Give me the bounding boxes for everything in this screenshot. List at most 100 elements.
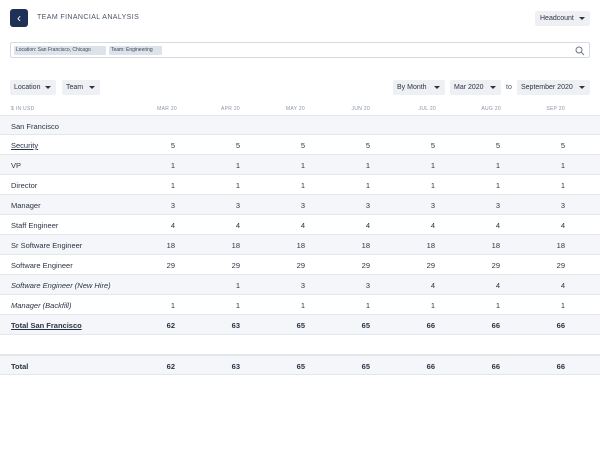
table-cell: 1 [300,301,305,310]
table-cell: 3 [300,201,305,210]
table-cell: 3 [560,201,565,210]
table-cell: 1 [170,161,175,170]
group-row: San Francisco [0,115,600,135]
table-row: Sr Software Engineer 18 18 18 18 18 18 18 [0,235,600,255]
granularity-dropdown[interactable]: By Month [393,80,445,95]
location-dropdown-label: Location [14,84,41,91]
column-header-month: JUL 20 [418,106,436,112]
table-row[interactable]: Security 5 5 5 5 5 5 5 [0,135,600,155]
back-button[interactable]: ‹ [10,9,28,27]
start-month-dropdown[interactable]: Mar 2020 [450,80,501,95]
column-header-month: JUN 20 [351,106,370,112]
table-cell: 1 [430,161,435,170]
table-cell: 1 [235,281,240,290]
table-cell: 18 [231,241,240,250]
spacer-row [0,335,600,355]
table-cell: 66 [491,321,500,330]
table-cell: 4 [365,221,370,230]
caret-down-icon [45,86,51,89]
search-input[interactable]: Location: San Francisco, Chicago Team: E… [10,42,590,58]
column-header-month: MAR 20 [157,106,177,112]
table-cell: 63 [231,321,240,330]
table-cell: 29 [426,261,435,270]
caret-down-icon [579,86,585,89]
row-label: VP [11,161,22,170]
table-row: Software Engineer 29 29 29 29 29 29 29 [0,255,600,275]
row-label: Software Engineer [11,261,73,270]
table-cell: 4 [560,281,565,290]
table-cell: 1 [430,181,435,190]
column-header-month: MAY 20 [285,106,305,112]
row-label: Director [11,181,38,190]
table-cell: 3 [365,281,370,290]
row-label[interactable]: Security [11,141,39,150]
unit-label: $ IN USD [11,106,35,112]
grand-total-cell: 66 [556,362,565,371]
table-cell: 5 [300,141,305,150]
location-dropdown[interactable]: Location [10,80,56,95]
end-month-dropdown[interactable]: September 2020 [517,80,590,95]
table-cell: 5 [170,141,175,150]
team-dropdown-label: Team [66,84,84,91]
top-bar: ‹ TEAM FINANCIAL ANALYSIS Headcount [0,0,600,36]
range-to-label: to [506,84,512,91]
table-cell: 4 [170,221,175,230]
table-cell: 1 [495,181,500,190]
grand-total-cell: 63 [231,362,240,371]
caret-down-icon [490,86,496,89]
table-cell: 18 [361,241,370,250]
subtotal-row[interactable]: Total San Francisco 62 63 65 65 66 66 66 [0,315,600,335]
row-label: Manager (Backfill) [11,301,72,310]
table-cell: 66 [426,321,435,330]
filter-chip-team[interactable]: Team: Engineering [109,46,162,55]
metric-dropdown[interactable]: Headcount [535,11,590,26]
table-cell: 29 [491,261,500,270]
page-title: TEAM FINANCIAL ANALYSIS [37,14,140,21]
table-cell: 1 [235,181,240,190]
team-dropdown[interactable]: Team [62,80,100,95]
table-row: Software Engineer (New Hire) 1 3 3 4 4 4 [0,275,600,295]
table-cell: 1 [365,161,370,170]
table-cell: 1 [365,181,370,190]
table-cell: 1 [560,301,565,310]
table-cell: 3 [170,201,175,210]
grand-total-row: Total 62 63 65 65 66 66 66 [0,355,600,375]
grand-total-cell: 66 [426,362,435,371]
table-cell: 29 [231,261,240,270]
granularity-dropdown-label: By Month [397,84,427,91]
row-label: Software Engineer (New Hire) [11,281,111,290]
start-month-label: Mar 2020 [454,84,484,91]
filter-chip-location[interactable]: Location: San Francisco, Chicago [14,46,106,55]
column-header-month: SEP 20 [546,106,565,112]
column-header-month: AUG 20 [481,106,501,112]
grand-total-cell: 62 [166,362,175,371]
table-cell: 4 [495,221,500,230]
table-cell: 29 [556,261,565,270]
table-cell: 5 [495,141,500,150]
search-icon[interactable] [575,46,585,56]
table-cell: 5 [235,141,240,150]
table-row: Director 1 1 1 1 1 1 1 [0,175,600,195]
table-cell: 1 [235,161,240,170]
table-cell: 3 [235,201,240,210]
row-label[interactable]: Total San Francisco [11,321,82,330]
table-cell: 18 [491,241,500,250]
table-cell: 62 [166,321,175,330]
table-cell: 5 [560,141,565,150]
column-header-month: APR 20 [220,106,240,112]
end-month-label: September 2020 [521,84,573,91]
table-row: Manager 3 3 3 3 3 3 3 [0,195,600,215]
table-cell: 18 [296,241,305,250]
row-label: Staff Engineer [11,221,59,230]
table-row: Staff Engineer 4 4 4 4 4 4 4 [0,215,600,235]
caret-down-icon [434,86,440,89]
table-cell: 1 [170,301,175,310]
caret-down-icon [89,86,95,89]
table-cell: 1 [235,301,240,310]
grand-total-cell: 65 [361,362,370,371]
table-cell: 4 [560,221,565,230]
table-cell: 66 [556,321,565,330]
table-cell: 3 [495,201,500,210]
table-cell: 5 [430,141,435,150]
table-cell: 4 [235,221,240,230]
